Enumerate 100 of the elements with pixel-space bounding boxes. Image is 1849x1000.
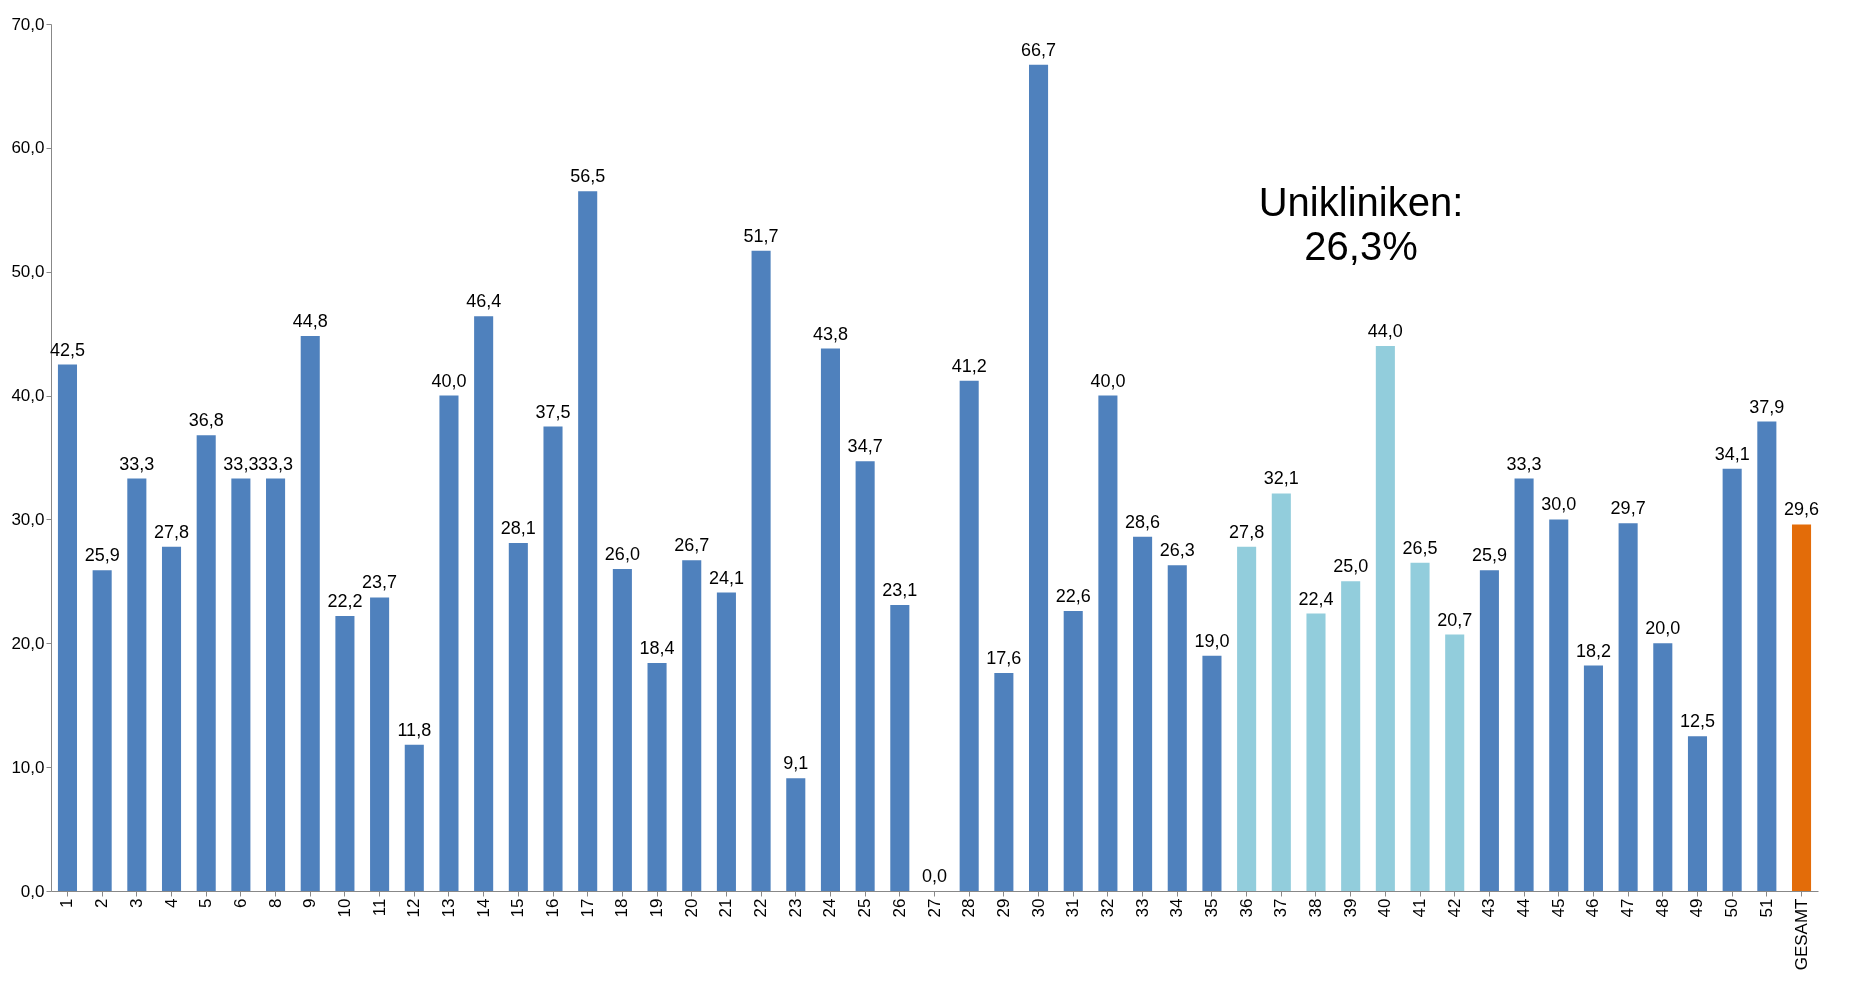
x-tick-label: 13 bbox=[438, 898, 458, 918]
x-tick-label: 25 bbox=[855, 898, 875, 918]
x-tick-label: GESAMT bbox=[1791, 898, 1811, 971]
bar bbox=[994, 673, 1014, 891]
x-tick-label: 2 bbox=[92, 898, 112, 908]
data-label: 28,6 bbox=[1125, 511, 1161, 532]
data-label: 0,0 bbox=[921, 866, 948, 886]
bar bbox=[682, 560, 702, 891]
bar bbox=[751, 250, 771, 891]
bar bbox=[1029, 64, 1049, 891]
bar bbox=[1167, 565, 1187, 891]
bar bbox=[1583, 665, 1603, 891]
x-tick-label: 44 bbox=[1514, 898, 1534, 918]
data-label: 32,1 bbox=[1263, 468, 1299, 489]
bar bbox=[647, 663, 667, 891]
x-tick-label: 23 bbox=[785, 898, 805, 918]
bar bbox=[1133, 536, 1153, 891]
data-label: 22,2 bbox=[327, 591, 363, 612]
x-tick-label: 16 bbox=[543, 898, 563, 918]
x-tick-label: 5 bbox=[196, 898, 216, 908]
data-label: 33,3 bbox=[223, 453, 259, 474]
data-label: 20,7 bbox=[1437, 609, 1473, 630]
bar bbox=[196, 435, 216, 891]
data-label: 37,5 bbox=[535, 401, 571, 422]
bar bbox=[1410, 562, 1430, 891]
data-label: 29,6 bbox=[1784, 499, 1820, 520]
bar bbox=[1202, 655, 1222, 891]
bar bbox=[890, 604, 910, 891]
x-tick-label: 46 bbox=[1583, 898, 1603, 918]
data-label: 33,3 bbox=[258, 453, 294, 474]
x-tick-label: 28 bbox=[959, 898, 979, 918]
x-tick-label: 31 bbox=[1063, 898, 1083, 918]
data-label: 66,7 bbox=[1021, 39, 1057, 60]
data-label: 26,3 bbox=[1159, 540, 1195, 561]
bar bbox=[786, 778, 806, 891]
bar bbox=[543, 426, 563, 891]
y-tick-label: 30,0 bbox=[11, 509, 45, 529]
data-label: 41,2 bbox=[951, 355, 987, 376]
x-tick-label: 47 bbox=[1618, 898, 1638, 918]
data-label: 26,7 bbox=[674, 535, 710, 556]
y-tick-label: 0,0 bbox=[20, 881, 45, 901]
x-tick-label: 40 bbox=[1375, 898, 1395, 918]
bar bbox=[266, 478, 286, 891]
bar bbox=[1514, 478, 1534, 891]
bar bbox=[1306, 613, 1326, 891]
data-label: 43,8 bbox=[812, 323, 848, 344]
data-label: 27,8 bbox=[153, 521, 190, 542]
data-label: 46,4 bbox=[466, 291, 502, 312]
data-label: 12,5 bbox=[1679, 711, 1716, 732]
x-tick-label: 4 bbox=[161, 898, 181, 908]
data-label: 36,8 bbox=[188, 410, 224, 431]
bar bbox=[92, 570, 112, 891]
bar bbox=[335, 616, 355, 891]
x-tick-label: 21 bbox=[716, 898, 736, 918]
data-label: 20,0 bbox=[1645, 618, 1681, 639]
y-tick-label: 20,0 bbox=[11, 633, 45, 653]
x-tick-label: 9 bbox=[300, 898, 320, 908]
data-label: 44,8 bbox=[292, 311, 328, 332]
x-tick-label: 26 bbox=[889, 898, 909, 918]
bar bbox=[1757, 421, 1777, 891]
data-label: 19,0 bbox=[1194, 630, 1230, 651]
bar bbox=[855, 461, 875, 891]
bar bbox=[127, 478, 147, 891]
x-tick-label: 29 bbox=[993, 898, 1013, 918]
x-tick-label: 33 bbox=[1132, 898, 1152, 918]
bar bbox=[508, 542, 528, 891]
bar bbox=[820, 348, 840, 891]
bar bbox=[1375, 346, 1395, 891]
x-tick-label: 11 bbox=[369, 898, 389, 917]
x-tick-label: 27 bbox=[924, 898, 944, 918]
bar bbox=[1063, 611, 1083, 891]
data-label: 42,5 bbox=[49, 339, 85, 360]
bar bbox=[300, 336, 320, 891]
bar bbox=[1791, 524, 1812, 891]
data-label: 26,5 bbox=[1402, 537, 1438, 558]
x-tick-label: 48 bbox=[1652, 898, 1672, 918]
data-label: 28,1 bbox=[500, 517, 536, 538]
data-label: 37,9 bbox=[1749, 396, 1785, 417]
x-tick-label: 32 bbox=[1097, 898, 1117, 918]
data-label: 30,0 bbox=[1541, 494, 1577, 515]
bar bbox=[1237, 546, 1257, 891]
bar bbox=[959, 380, 979, 891]
x-tick-label: 35 bbox=[1201, 898, 1221, 918]
data-label: 25,9 bbox=[84, 545, 120, 566]
x-tick-label: 18 bbox=[612, 898, 632, 918]
data-label: 56,5 bbox=[570, 166, 606, 187]
bar bbox=[578, 191, 598, 891]
bar bbox=[231, 478, 251, 891]
data-label: 44,0 bbox=[1367, 321, 1403, 342]
data-label: 34,1 bbox=[1714, 443, 1750, 464]
x-tick-label: 43 bbox=[1479, 898, 1499, 918]
data-label: 51,7 bbox=[743, 225, 779, 246]
y-tick-label: 60,0 bbox=[11, 138, 45, 158]
data-label: 33,3 bbox=[1506, 453, 1542, 474]
data-label: 27,8 bbox=[1229, 521, 1265, 542]
data-label: 29,7 bbox=[1610, 498, 1646, 519]
data-label: 23,7 bbox=[362, 572, 398, 593]
x-tick-label: 6 bbox=[230, 898, 250, 908]
bar bbox=[1549, 519, 1569, 891]
x-tick-label: 24 bbox=[820, 898, 840, 918]
